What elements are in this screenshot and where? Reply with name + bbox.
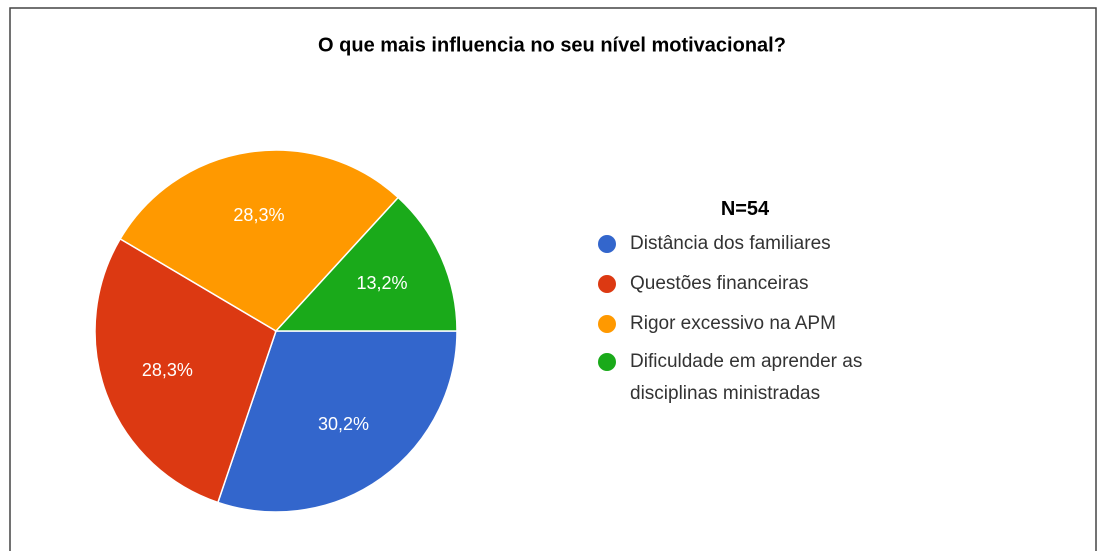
legend-marker	[598, 315, 616, 333]
legend-item: Distância dos familiares	[598, 228, 938, 260]
pie-slice	[216, 330, 458, 513]
slice-label: 30,2%	[318, 414, 369, 434]
slice-label: 28,3%	[233, 205, 284, 225]
slice-label: 28,3%	[142, 360, 193, 380]
pie-slice	[274, 196, 458, 332]
legend-marker	[598, 235, 616, 253]
legend-label: Questões financeiras	[630, 273, 809, 294]
slice-label: 13,2%	[356, 273, 407, 293]
legend-title: N=54	[720, 198, 770, 220]
legend-item: Dificuldade em aprender as disciplinas m…	[598, 346, 938, 410]
legend-label: Dificuldade em aprender as disciplinas m…	[630, 351, 863, 404]
legend-item: Questões financeiras	[598, 268, 938, 300]
legend-item: Rigor excessivo na APM	[598, 308, 938, 340]
legend-marker	[598, 275, 616, 293]
legend-label: Rigor excessivo na APM	[630, 313, 836, 334]
chart-title: O que mais influencia no seu nível motiv…	[318, 34, 786, 56]
legend-marker	[598, 353, 616, 371]
legend-label: Distância dos familiares	[630, 233, 831, 254]
pie-slice	[119, 149, 400, 332]
